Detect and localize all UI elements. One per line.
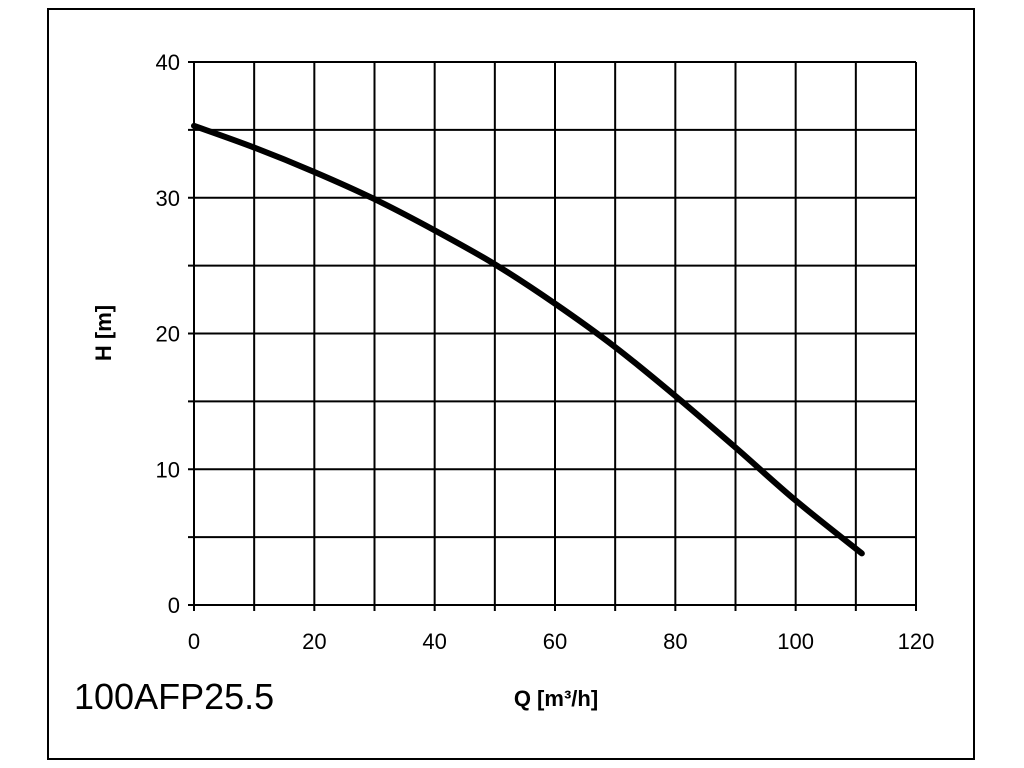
grid (188, 61, 917, 611)
x-axis-label: Q [m³/h] (514, 686, 598, 711)
model-label: 100AFP25.5 (74, 676, 275, 717)
x-tick-label: 80 (663, 629, 687, 654)
tick-labels: 0 20 40 60 80 100 120 0 10 20 30 40 (156, 50, 935, 654)
y-tick-label: 20 (156, 322, 180, 347)
x-tick-label: 100 (777, 629, 814, 654)
y-tick-label: 10 (156, 457, 180, 482)
x-tick-label: 20 (302, 629, 326, 654)
y-axis-label: H [m] (91, 305, 116, 361)
y-tick-label: 0 (168, 593, 180, 618)
y-tick-label: 40 (156, 50, 180, 75)
series-line (191, 122, 865, 557)
x-tick-label: 0 (188, 629, 200, 654)
series-layer (191, 122, 865, 557)
x-tick-label: 120 (898, 629, 935, 654)
x-tick-label: 60 (543, 629, 567, 654)
x-tick-label: 40 (422, 629, 446, 654)
y-tick-label: 30 (156, 186, 180, 211)
chart-frame (47, 8, 975, 760)
